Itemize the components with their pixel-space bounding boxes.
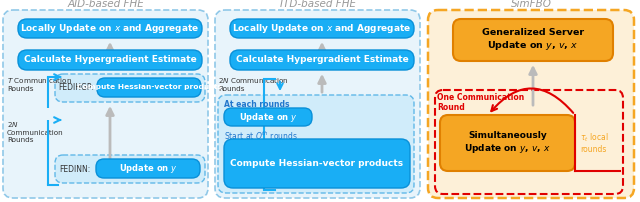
Text: One Communication
Round: One Communication Round	[437, 93, 524, 112]
FancyBboxPatch shape	[215, 10, 420, 198]
Text: $\tau_t$ local
rounds: $\tau_t$ local rounds	[580, 132, 609, 155]
Text: $2N$
Communication
Rounds: $2N$ Communication Rounds	[7, 120, 63, 143]
Text: Calculate Hypergradient Estimate: Calculate Hypergradient Estimate	[236, 56, 408, 64]
FancyBboxPatch shape	[96, 159, 200, 178]
FancyBboxPatch shape	[230, 50, 414, 70]
FancyBboxPatch shape	[18, 50, 202, 70]
Text: FEDIHGP:: FEDIHGP:	[58, 83, 94, 93]
Text: $2N$ Communication
Rounds: $2N$ Communication Rounds	[218, 76, 289, 92]
FancyBboxPatch shape	[224, 108, 312, 126]
FancyBboxPatch shape	[97, 78, 201, 97]
FancyBboxPatch shape	[3, 10, 208, 198]
Text: Compute Hessian-vector products: Compute Hessian-vector products	[77, 84, 221, 90]
Text: ITD-based FHE: ITD-based FHE	[280, 0, 355, 9]
FancyBboxPatch shape	[55, 155, 205, 183]
Text: Calculate Hypergradient Estimate: Calculate Hypergradient Estimate	[24, 56, 196, 64]
Text: Update on $y$: Update on $y$	[118, 162, 177, 175]
Text: Simultaneously
Update on $y$, $v$, $x$: Simultaneously Update on $y$, $v$, $x$	[464, 131, 551, 155]
Text: At each rounds: At each rounds	[224, 100, 289, 109]
FancyBboxPatch shape	[440, 115, 575, 171]
FancyBboxPatch shape	[435, 90, 623, 194]
Text: Locally Update on $x$ and Aggregate: Locally Update on $x$ and Aggregate	[232, 22, 412, 35]
FancyBboxPatch shape	[428, 10, 634, 198]
Text: $T$ Communication
Rounds: $T$ Communication Rounds	[7, 76, 72, 92]
Text: FEDINN:: FEDINN:	[59, 164, 90, 174]
Text: Generalized Server
Update on $y$, $v$, $x$: Generalized Server Update on $y$, $v$, $…	[482, 28, 584, 52]
FancyBboxPatch shape	[453, 19, 613, 61]
Text: Compute Hessian-vector products: Compute Hessian-vector products	[230, 159, 404, 168]
FancyBboxPatch shape	[230, 19, 414, 38]
Text: Start at $Q^{th}$ rounds: Start at $Q^{th}$ rounds	[224, 130, 298, 143]
FancyBboxPatch shape	[218, 95, 414, 193]
Text: Locally Update on $x$ and Aggregate: Locally Update on $x$ and Aggregate	[20, 22, 200, 35]
FancyBboxPatch shape	[18, 19, 202, 38]
Text: Update on $y$: Update on $y$	[239, 110, 298, 123]
Text: SimFBO: SimFBO	[511, 0, 552, 9]
FancyBboxPatch shape	[55, 74, 205, 102]
Text: AID-based FHE: AID-based FHE	[67, 0, 144, 9]
FancyBboxPatch shape	[224, 139, 410, 188]
